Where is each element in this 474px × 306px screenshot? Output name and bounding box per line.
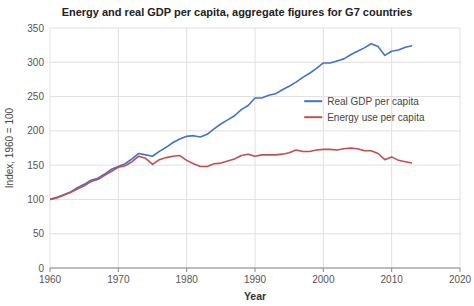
x-tick-label: 2010 <box>381 274 404 285</box>
x-tick <box>118 268 119 272</box>
title: Energy and real GDP per capita, aggregat… <box>62 6 413 18</box>
grid <box>50 28 460 268</box>
x-grid-line <box>118 28 119 268</box>
x-grid-line <box>460 28 461 268</box>
y-tick-label: 350 <box>27 23 44 34</box>
x-grid-line <box>50 28 51 268</box>
x-tick-label: 2000 <box>312 274 335 285</box>
x-axis-line <box>50 268 460 269</box>
y-tick-label: 50 <box>33 228 45 239</box>
x-tick-label: 2020 <box>449 274 472 285</box>
x-grid-line <box>391 28 392 268</box>
x-tick <box>391 268 392 272</box>
x-tick <box>186 268 187 272</box>
y-tick-label: 300 <box>27 57 44 68</box>
x-axis-label: Year <box>244 290 266 302</box>
series-line <box>50 148 412 199</box>
y-tick-label: 200 <box>27 125 44 136</box>
legend-swatch <box>304 100 322 102</box>
y-tick-label: 0 <box>38 263 44 274</box>
x-tick-label: 1980 <box>176 274 199 285</box>
x-grid-line <box>255 28 256 268</box>
y-axis-label: Index, 1960 = 100 <box>4 107 15 188</box>
chart: 0 50 100 150 200 250 300 350 1960 1970 1980 1990 200… <box>0 0 474 306</box>
x-tick <box>460 268 461 272</box>
x-tick <box>255 268 256 272</box>
x-tick-label: 1970 <box>107 274 130 285</box>
x-tick-label: 1990 <box>244 274 267 285</box>
y-tick-label: 150 <box>27 160 44 171</box>
x-tick-label: 1960 <box>39 274 62 285</box>
y-tick-label: 250 <box>27 91 44 102</box>
x-grid-line <box>186 28 187 268</box>
y-tick-label: 100 <box>27 194 44 205</box>
legend-label: Energy use per capita <box>327 112 425 123</box>
legend: Real GDP per capita Energy use per capita <box>304 96 425 123</box>
x-tick <box>50 268 51 272</box>
y-grid-line <box>50 268 460 269</box>
legend-label: Real GDP per capita <box>327 96 419 107</box>
x-tick <box>323 268 324 272</box>
legend-swatch <box>304 116 322 118</box>
